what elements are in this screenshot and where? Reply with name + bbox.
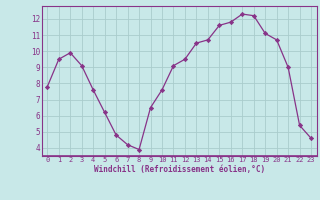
X-axis label: Windchill (Refroidissement éolien,°C): Windchill (Refroidissement éolien,°C) [94, 165, 265, 174]
